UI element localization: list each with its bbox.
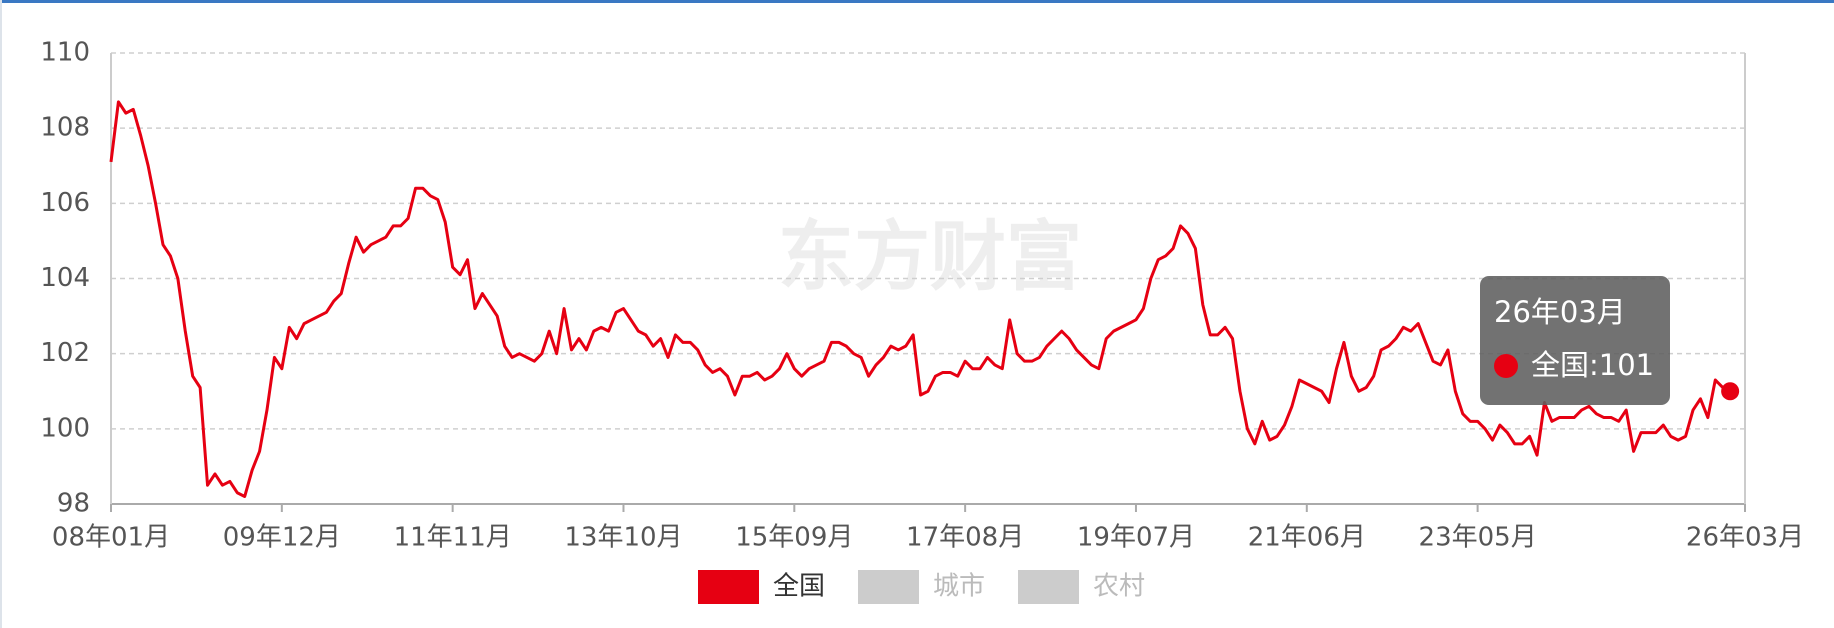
- x-tick-label: 08年01月: [52, 523, 170, 553]
- legend-label[interactable]: 农村: [1093, 572, 1145, 602]
- y-tick-label: 108: [40, 113, 90, 143]
- legend-swatch[interactable]: [698, 570, 759, 604]
- x-tick-label: 15年09月: [735, 523, 853, 553]
- y-tick-label: 104: [40, 263, 90, 293]
- x-tick-label: 26年03月: [1686, 523, 1804, 553]
- tooltip-text: 全国:101: [1531, 348, 1654, 382]
- top-border: [0, 0, 1834, 3]
- x-tick-label: 19年07月: [1077, 523, 1195, 553]
- y-tick-label: 106: [40, 188, 90, 218]
- tooltip-box: [1480, 276, 1670, 405]
- legend-label[interactable]: 全国: [773, 572, 825, 602]
- y-tick-label: 98: [57, 489, 90, 519]
- line: [109, 100, 1731, 498]
- legend-swatch[interactable]: [1018, 570, 1079, 604]
- y-tick-label: 102: [40, 338, 90, 368]
- x-tick-label: 23年05月: [1419, 523, 1537, 553]
- left-border: [0, 0, 2, 628]
- watermark: 东方财富: [778, 212, 1082, 301]
- tooltip-title: 26年03月: [1494, 295, 1626, 329]
- x-tick-label: 11年11月: [394, 523, 512, 553]
- x-tick-label: 13年10月: [564, 523, 682, 553]
- x-tick-label: 09年12月: [223, 523, 341, 553]
- legend-swatch[interactable]: [858, 570, 919, 604]
- legend-label[interactable]: 城市: [933, 572, 985, 602]
- y-tick-label: 110: [40, 38, 90, 68]
- y-tick-label: 100: [40, 413, 90, 443]
- x-tick-label: 17年08月: [906, 523, 1024, 553]
- x-tick-label: 21年06月: [1248, 523, 1366, 553]
- tooltip-dot: [1494, 354, 1518, 378]
- point: [1721, 382, 1740, 401]
